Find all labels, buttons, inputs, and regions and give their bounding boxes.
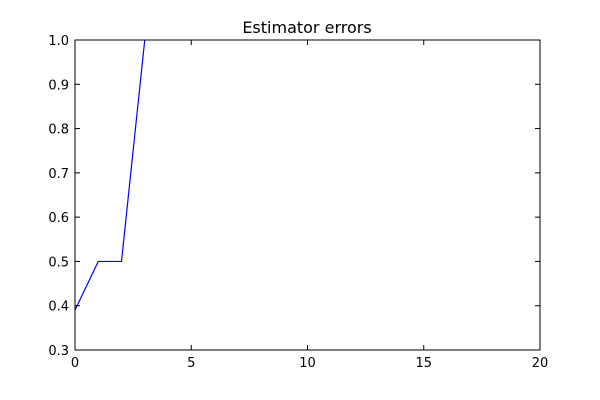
x-tick-label: 0 (71, 356, 79, 371)
x-tick-label: 5 (187, 356, 195, 371)
y-tick-label: 0.5 (48, 255, 69, 270)
x-tick-label: 20 (532, 356, 549, 371)
y-tick-label: 0.8 (48, 123, 69, 138)
y-tick-label: 1.0 (48, 34, 69, 49)
axes: 0 5 10 15 20 0.3 0.4 0.5 0.6 0.7 0.8 0.9 1.0 (48, 34, 548, 371)
chart-title: Estimator errors (242, 18, 371, 37)
y-tick-label: 0.9 (48, 78, 69, 93)
x-tick-label: 15 (415, 356, 432, 371)
y-tick-label: 0.3 (48, 344, 69, 359)
plot-frame (74, 39, 541, 351)
series-line (75, 40, 146, 311)
x-tick-label: 10 (299, 356, 316, 371)
y-tick-label: 0.4 (48, 300, 69, 315)
y-tick-label: 0.7 (48, 167, 69, 182)
y-tick-label: 0.6 (48, 211, 69, 226)
plot-area (75, 40, 146, 311)
